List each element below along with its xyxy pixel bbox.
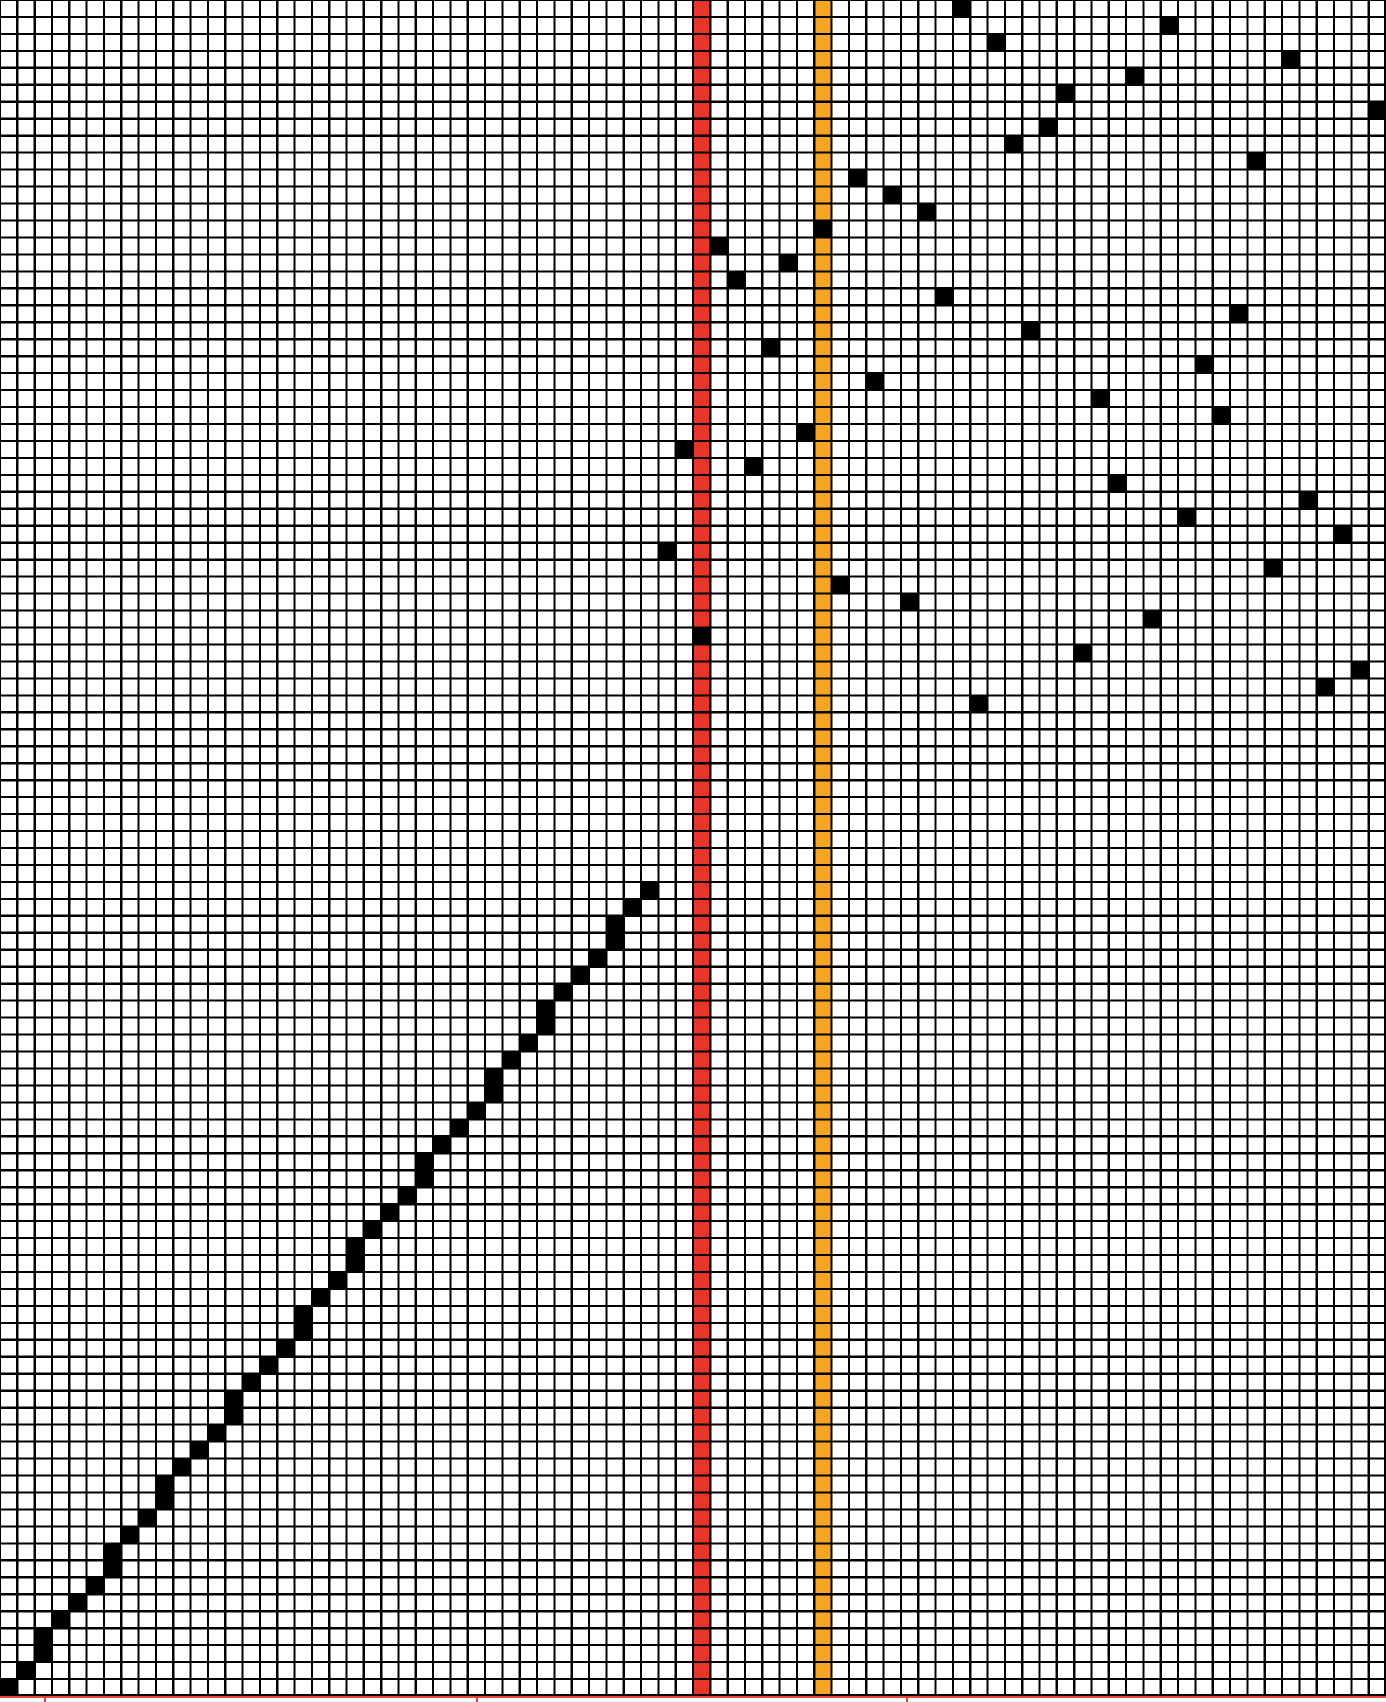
bottom-tick — [906, 1696, 908, 1702]
filled-cell[interactable] — [866, 373, 884, 391]
filled-cell[interactable] — [848, 169, 867, 187]
filled-cell[interactable] — [1056, 84, 1075, 102]
filled-cell[interactable] — [485, 1085, 503, 1103]
filled-cell[interactable] — [311, 1288, 330, 1306]
filled-cell[interactable] — [779, 254, 797, 272]
filled-cell[interactable] — [900, 593, 919, 611]
filled-cell[interactable] — [606, 932, 624, 950]
filled-cell[interactable] — [571, 966, 590, 984]
filled-cell[interactable] — [1195, 356, 1213, 374]
filled-cell[interactable] — [398, 1187, 416, 1205]
filled-cell[interactable] — [519, 1034, 538, 1052]
filled-cell[interactable] — [467, 1102, 486, 1120]
filled-cell[interactable] — [970, 695, 988, 713]
filled-cell[interactable] — [1334, 525, 1352, 543]
filled-cell[interactable] — [86, 1577, 104, 1595]
filled-cell[interactable] — [1247, 152, 1265, 170]
filled-cell[interactable] — [242, 1373, 260, 1391]
filled-cell[interactable] — [1264, 559, 1283, 577]
filled-cell[interactable] — [831, 576, 849, 594]
filled-cell[interactable] — [294, 1305, 312, 1323]
filled-cell[interactable] — [606, 915, 624, 933]
filled-cell[interactable] — [554, 983, 572, 1001]
filled-cell[interactable] — [589, 949, 607, 967]
filled-cell[interactable] — [1143, 610, 1161, 628]
filled-cell[interactable] — [502, 1051, 520, 1069]
filled-cell[interactable] — [744, 457, 763, 475]
filled-cell[interactable] — [277, 1339, 295, 1357]
filled-cell[interactable] — [329, 1272, 347, 1289]
filled-cell[interactable] — [1039, 118, 1057, 136]
filled-cell[interactable] — [658, 542, 676, 560]
filled-cell[interactable] — [34, 1645, 52, 1663]
filled-cell[interactable] — [155, 1492, 174, 1510]
bottom-tick — [44, 1696, 46, 1702]
filled-cell[interactable] — [693, 627, 711, 645]
filled-cell[interactable] — [259, 1356, 278, 1374]
filled-cell[interactable] — [883, 186, 901, 204]
filled-cell[interactable] — [675, 440, 693, 458]
filled-cell[interactable] — [103, 1560, 122, 1578]
filled-cell[interactable] — [346, 1238, 364, 1256]
filled-cell[interactable] — [1108, 474, 1127, 492]
filled-cell[interactable] — [1230, 305, 1248, 323]
filled-cell[interactable] — [987, 33, 1005, 51]
filled-cell[interactable] — [138, 1509, 156, 1527]
filled-cell[interactable] — [537, 1017, 555, 1035]
bottom-tick — [476, 1696, 478, 1702]
filled-cell[interactable] — [0, 1679, 18, 1696]
filled-cell[interactable] — [952, 0, 971, 17]
filled-cell[interactable] — [207, 1424, 226, 1442]
filled-cell[interactable] — [1368, 101, 1386, 119]
filled-cell[interactable] — [346, 1255, 364, 1272]
filled-cell[interactable] — [1299, 491, 1317, 509]
filled-cell[interactable] — [363, 1221, 382, 1239]
filled-cell[interactable] — [1316, 678, 1335, 696]
filled-cell[interactable] — [918, 203, 936, 221]
filled-cell[interactable] — [623, 898, 642, 916]
filled-cell[interactable] — [641, 881, 659, 899]
filled-cell[interactable] — [173, 1458, 191, 1476]
filled-cell[interactable] — [294, 1322, 312, 1340]
filled-cell[interactable] — [710, 237, 728, 255]
filled-cell[interactable] — [1126, 67, 1144, 85]
filled-cell[interactable] — [34, 1628, 52, 1646]
filled-cell[interactable] — [225, 1407, 243, 1425]
filled-cell[interactable] — [415, 1170, 434, 1188]
filled-cell[interactable] — [17, 1662, 35, 1680]
filled-cell[interactable] — [537, 1000, 555, 1018]
filled-cell[interactable] — [814, 220, 832, 238]
filled-cell[interactable] — [69, 1594, 87, 1612]
filled-cell[interactable] — [727, 271, 745, 289]
filled-cell[interactable] — [381, 1204, 399, 1222]
filled-cell[interactable] — [485, 1068, 503, 1086]
filled-cell[interactable] — [121, 1526, 139, 1544]
filled-cell[interactable] — [433, 1136, 451, 1154]
filled-cell[interactable] — [935, 288, 953, 306]
filled-cell[interactable] — [796, 424, 815, 441]
filled-cell[interactable] — [1212, 407, 1231, 424]
filled-cell[interactable] — [450, 1119, 468, 1137]
filled-cell[interactable] — [762, 339, 780, 357]
filled-cell[interactable] — [51, 1611, 70, 1629]
filled-cell[interactable] — [1091, 390, 1109, 408]
filled-cell[interactable] — [1178, 508, 1196, 526]
filled-cell[interactable] — [1160, 16, 1179, 34]
filled-cell[interactable] — [1022, 322, 1040, 340]
filled-cell[interactable] — [190, 1441, 208, 1459]
filled-cell[interactable] — [1004, 135, 1023, 153]
bottom-accent-bar — [0, 1696, 1386, 1702]
filled-cell[interactable] — [103, 1543, 122, 1561]
filled-cell[interactable] — [155, 1475, 174, 1493]
filled-cell[interactable] — [1282, 50, 1300, 68]
filled-cell[interactable] — [1351, 661, 1369, 679]
filled-cell[interactable] — [1074, 644, 1092, 662]
filled-cell[interactable] — [415, 1153, 434, 1171]
filled-cell[interactable] — [225, 1390, 243, 1408]
